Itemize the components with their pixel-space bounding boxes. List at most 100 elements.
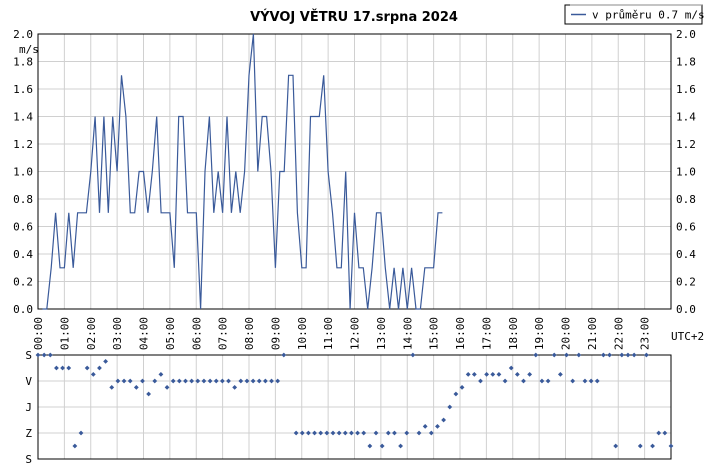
xtick-label: 08:00 <box>243 317 256 350</box>
direction-point <box>72 443 78 449</box>
speed-ytick-left: 1.8 <box>13 56 33 69</box>
xtick-label: 22:00 <box>612 317 625 350</box>
direction-point <box>502 378 508 384</box>
direction-point <box>361 430 367 436</box>
speed-unit-label: m/s <box>19 43 39 56</box>
direction-point <box>78 430 84 436</box>
xtick-label: 19:00 <box>533 317 546 350</box>
direction-point <box>158 371 164 377</box>
direction-point <box>392 430 397 436</box>
speed-ytick-left: 1.6 <box>13 83 33 96</box>
speed-ytick-right: 0.4 <box>676 248 696 261</box>
direction-point <box>324 430 330 436</box>
direction-point <box>422 423 428 429</box>
direction-point <box>121 378 127 384</box>
dir-ytick: S <box>25 349 32 362</box>
xtick-label: 17:00 <box>480 317 493 350</box>
direction-point <box>318 430 324 436</box>
dir-ytick: S <box>25 453 32 466</box>
speed-ytick-left: 2.0 <box>13 28 33 41</box>
speed-ytick-right: 2.0 <box>676 28 696 41</box>
direction-point <box>238 378 244 384</box>
speed-line <box>42 33 443 310</box>
speed-ytick-left: 0.8 <box>13 193 33 206</box>
direction-point <box>650 443 655 449</box>
speed-ytick-right: 0.0 <box>676 303 696 316</box>
xtick-label: 04:00 <box>138 317 151 350</box>
direction-point <box>428 430 434 436</box>
direction-point <box>465 371 471 377</box>
direction-point <box>385 430 391 436</box>
xtick-label: 18:00 <box>507 317 520 350</box>
xtick-label: 00:00 <box>32 317 45 350</box>
direction-point <box>459 384 465 390</box>
speed-ytick-right: 0.6 <box>676 221 696 234</box>
direction-point <box>435 423 440 429</box>
direction-point <box>570 378 576 384</box>
dir-ytick: V <box>25 375 32 388</box>
direction-point <box>164 384 170 390</box>
direction-point <box>84 365 90 371</box>
xtick-label: 21:00 <box>586 317 599 350</box>
speed-ytick-right: 1.2 <box>676 138 696 151</box>
speed-ytick-left: 1.0 <box>13 166 33 179</box>
xtick-label: 05:00 <box>164 317 177 350</box>
direction-point <box>195 378 201 384</box>
direction-point <box>232 384 238 390</box>
direction-point <box>662 430 668 436</box>
legend-label: v průměru 0.7 m/s <box>592 9 705 22</box>
dir-ytick: Z <box>25 427 32 440</box>
direction-point <box>576 352 582 358</box>
direction-point <box>66 365 72 371</box>
direction-point <box>256 378 262 384</box>
direction-point <box>293 430 299 436</box>
direction-point <box>607 352 612 358</box>
direction-point <box>312 430 317 436</box>
direction-point <box>176 378 182 384</box>
direction-point <box>146 391 152 397</box>
direction-point <box>133 384 139 390</box>
direction-point <box>557 371 563 377</box>
direction-point <box>490 371 496 377</box>
dir-ytick: J <box>25 401 32 414</box>
direction-point <box>281 352 287 358</box>
direction-point <box>668 443 674 449</box>
direction-point <box>140 378 145 384</box>
direction-point <box>90 371 96 377</box>
direction-point <box>109 384 115 390</box>
direction-series <box>35 352 674 449</box>
direction-point <box>594 378 600 384</box>
xtick-label: 12:00 <box>349 317 362 350</box>
speed-ytick-right: 0.2 <box>676 276 696 289</box>
direction-point <box>183 378 188 384</box>
direction-point <box>336 430 342 436</box>
direction-point <box>471 371 477 377</box>
direction-point <box>207 378 213 384</box>
direction-point <box>201 378 207 384</box>
direction-point <box>367 443 373 449</box>
direction-point <box>379 443 385 449</box>
direction-point <box>60 365 65 371</box>
speed-ytick-right: 1.4 <box>676 111 696 124</box>
direction-point <box>404 430 410 436</box>
direction-point <box>533 352 539 358</box>
xtick-label: 03:00 <box>111 317 124 350</box>
direction-point <box>551 352 557 358</box>
direction-point <box>250 378 256 384</box>
axes <box>37 33 672 460</box>
direction-point <box>447 404 453 410</box>
direction-point <box>656 430 662 436</box>
direction-point <box>275 378 281 384</box>
direction-point <box>226 378 231 384</box>
direction-point <box>564 352 569 358</box>
direction-point <box>398 443 403 449</box>
xtick-label: 15:00 <box>428 317 441 350</box>
chart-title: VÝVOJ VĚTRU 17.srpna 2024 <box>250 9 458 25</box>
xtick-label: 07:00 <box>217 317 230 350</box>
direction-point <box>496 371 502 377</box>
tick-labels: 0.0 0.0 0.2 0.2 0.4 0.4 0.6 0.6 0.8 0.8 1.0 1.0 1.2 1… <box>13 28 696 466</box>
direction-point <box>416 430 422 436</box>
xtick-label: 16:00 <box>454 317 467 350</box>
direction-point <box>582 378 588 384</box>
